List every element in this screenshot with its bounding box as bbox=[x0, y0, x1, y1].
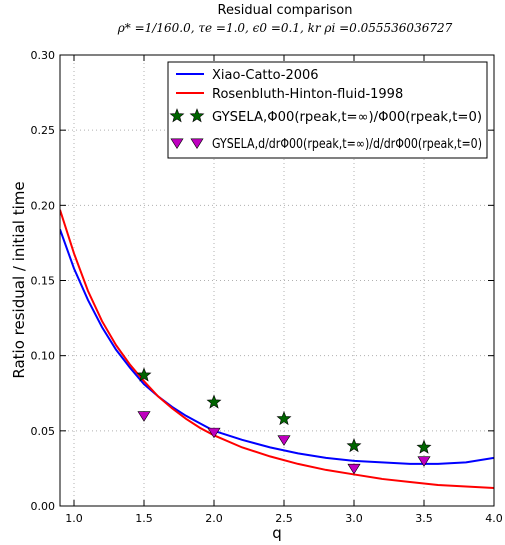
x-tick-label: 1.5 bbox=[135, 512, 153, 525]
legend-box bbox=[167, 61, 488, 159]
triangle-point bbox=[137, 411, 151, 422]
x-tick-label: 1.0 bbox=[65, 512, 83, 525]
x-tick-label: 2.0 bbox=[205, 512, 223, 525]
chart-subtitle: ρ* =1/160.0, τe =1.0, ϵ0 =0.1, kr ρi =0.… bbox=[117, 21, 453, 35]
legend: Xiao-Catto-2006 Rosenbluth-Hinton-fluid-1… bbox=[167, 61, 488, 159]
star-point bbox=[206, 394, 222, 409]
legend-star-1 bbox=[169, 108, 185, 123]
series-line-1 bbox=[60, 209, 494, 489]
triangle-point bbox=[417, 456, 431, 467]
x-tick-label: 3.0 bbox=[345, 512, 363, 525]
chart-title: Residual comparison bbox=[218, 3, 353, 18]
axis-ticks: 1.0 1.5 2.0 2.5 3.0 3.5 4.0 0.00 0.05 0.10 0.15 0.2… bbox=[31, 49, 503, 525]
y-tick-label: 0.00 bbox=[31, 500, 56, 513]
star-point bbox=[276, 410, 292, 426]
series-line-0 bbox=[60, 229, 494, 465]
triangle-point bbox=[347, 463, 361, 475]
triangle-point bbox=[207, 427, 221, 439]
y-tick-label: 0.15 bbox=[31, 275, 56, 288]
triangle-point bbox=[277, 435, 291, 446]
legend-star-2 bbox=[189, 108, 205, 123]
legend-tri-1 bbox=[170, 138, 184, 149]
legend-label-gysela-phi: GYSELA,Φ00(rpeak,t=∞)/Φ00(rpeak,t=0) bbox=[212, 110, 482, 125]
y-tick-label: 0.25 bbox=[31, 124, 56, 137]
x-tick-label: 2.5 bbox=[275, 512, 293, 525]
y-tick-label: 0.20 bbox=[31, 199, 56, 212]
y-tick-label: 0.05 bbox=[31, 425, 56, 438]
legend-label-gysela-dphi: GYSELA,d/drΦ00(rpeak,t=∞)/d/drΦ00(rpeak,… bbox=[212, 137, 482, 152]
series-layer bbox=[60, 209, 494, 489]
y-tick-label: 0.10 bbox=[31, 350, 56, 363]
y-tick-label: 0.30 bbox=[31, 49, 56, 62]
y-axis-label: Ratio residual / initial time bbox=[10, 181, 28, 378]
legend-tri-2 bbox=[190, 138, 204, 149]
subtitle-text: ρ* =1/160.0, τe =1.0, ϵ0 =0.1, kr ρi =0.… bbox=[117, 21, 453, 35]
legend-label-rosenbluth: Rosenbluth-Hinton-fluid-1998 bbox=[212, 87, 403, 102]
x-axis-label: q bbox=[272, 524, 282, 542]
x-tick-label: 3.5 bbox=[415, 512, 433, 525]
star-point bbox=[136, 367, 152, 382]
x-tick-label: 4.0 bbox=[485, 512, 503, 525]
star-point bbox=[346, 438, 362, 453]
legend-label-xiao: Xiao-Catto-2006 bbox=[212, 68, 319, 83]
star-point bbox=[416, 439, 432, 454]
